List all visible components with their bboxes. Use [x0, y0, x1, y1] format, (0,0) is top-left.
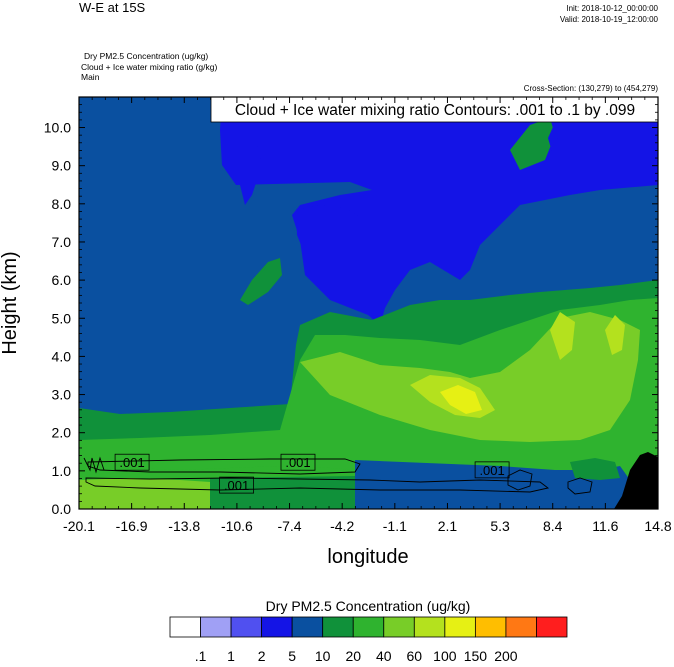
colorbar-swatch — [200, 616, 232, 638]
field-100-150-far-east — [605, 315, 625, 355]
colorbar-label: 100 — [433, 648, 457, 664]
colorbar-label: 10 — [315, 648, 331, 664]
colorbar-swatch — [505, 616, 537, 638]
init-time: Init: 2018-10-12_00:00:00 — [566, 4, 658, 13]
field-green-patch-left — [240, 258, 282, 305]
terrain — [614, 452, 658, 509]
colorbar-label: 20 — [345, 648, 361, 664]
colorbar-swatch — [261, 616, 293, 638]
y-axis: 0.0 1.0 2.0 3.0 4.0 5.0 6.0 7.0 8.0 9.0 10.0 — [44, 96, 658, 517]
contour-west-squiggle — [83, 456, 105, 474]
contour-far-east-cell — [567, 477, 593, 495]
concentration-field — [79, 97, 658, 509]
y-tick-label: 3.0 — [52, 387, 72, 403]
field-surface-darkgreen — [210, 476, 355, 509]
contour-label-box — [219, 476, 255, 494]
colorbar-label: 200 — [494, 648, 518, 664]
colorbar-labels: .1 1 2 5 10 20 40 60 100 150 200 — [195, 648, 518, 664]
contour-info: Cloud + Ice water mixing ratio Contours:… — [235, 102, 635, 119]
contour-label-box — [280, 453, 316, 471]
y-tick-label: 0.0 — [52, 501, 72, 517]
field-surface-blue — [355, 460, 630, 509]
colorbar-label: 60 — [407, 648, 423, 664]
colorbar-swatch — [444, 616, 476, 638]
contour-labels: .001 .001 .001 .001 — [114, 453, 510, 494]
field-100-150-east — [550, 312, 575, 360]
colorbar-label: 5 — [288, 648, 296, 664]
colorbar-label: 40 — [376, 648, 392, 664]
x-tick-label: -1.1 — [383, 518, 407, 534]
y-tick-label: 10.0 — [44, 120, 71, 136]
colorbar-title: Dry PM2.5 Concentration (ug/kg) — [266, 598, 471, 614]
x-tick-label: -10.6 — [221, 518, 253, 534]
field-surface-east-green — [570, 458, 620, 480]
x-tick-label: 14.8 — [644, 518, 671, 534]
colorbar-label: 1 — [227, 648, 235, 664]
contour-label-box — [114, 453, 150, 471]
field-blue-patch-center — [296, 205, 362, 290]
colorbar-swatch — [413, 616, 446, 638]
contour-label: .001 — [224, 478, 249, 493]
x-tick-label: -4.2 — [330, 518, 354, 534]
contour-label: .001 — [119, 455, 144, 470]
contour-east-cell — [507, 469, 533, 491]
x-tick-label: 11.6 — [592, 518, 618, 534]
cross-section-label: Cross-Section: (130,279) to (454,279) — [524, 84, 659, 93]
x-tick-label: 8.4 — [543, 518, 563, 534]
y-tick-label: 1.0 — [52, 463, 72, 479]
colorbar-swatch — [169, 616, 201, 638]
colorbar-label: 2 — [258, 648, 266, 664]
field-blue-patch-east — [548, 127, 558, 152]
x-axis: -20.1 -16.9 -13.8 -10.6 -7.4 -4.2 -1.1 2.1 5.3 8.… — [63, 97, 672, 534]
contour-label: .001 — [479, 463, 504, 478]
y-tick-label: 7.0 — [52, 234, 72, 250]
plot-title: W-E at 15S — [79, 0, 146, 15]
valid-time: Valid: 2018-10-19_12:00:00 — [560, 15, 659, 24]
y-axis-label: Height (km) — [0, 251, 21, 354]
x-tick-label: -13.8 — [168, 518, 200, 534]
x-tick-label: -7.4 — [277, 518, 301, 534]
colorbar-swatch — [230, 616, 263, 638]
x-axis-label: longitude — [327, 546, 408, 568]
colorbar-swatch — [352, 616, 385, 638]
field-cloud-label: Cloud + Ice water mixing ratio (g/kg) — [81, 62, 217, 72]
field-blue-patch-left — [238, 97, 262, 205]
contour-upper-loop — [87, 458, 361, 475]
field-surface-lightgreen — [79, 478, 210, 509]
y-tick-label: 8.0 — [52, 196, 72, 212]
colorbar-label: .1 — [195, 648, 207, 664]
x-tick-label: 2.1 — [438, 518, 458, 534]
colorbar-swatch — [536, 616, 568, 638]
field-main-label: Main — [81, 72, 100, 82]
colorbar-swatch — [291, 616, 324, 638]
y-tick-label: 4.0 — [52, 348, 72, 364]
contour-lower-loop — [85, 477, 550, 493]
cloud-contours — [83, 456, 593, 495]
colorbar-swatch — [322, 616, 354, 638]
contour-info-box — [210, 96, 659, 123]
y-tick-label: 2.0 — [52, 425, 72, 441]
colorbar-label: 150 — [464, 648, 488, 664]
contour-label-box — [474, 461, 510, 479]
x-tick-label: -20.1 — [63, 518, 95, 534]
x-tick-label: 5.3 — [490, 518, 510, 534]
colorbar-swatch — [474, 616, 507, 638]
y-tick-label: 5.0 — [52, 310, 72, 326]
colorbar-swatch — [383, 616, 415, 638]
contour-label: .001 — [285, 455, 310, 470]
y-tick-label: 9.0 — [52, 158, 72, 174]
field-green-patch-right — [510, 118, 555, 170]
field-pm25-label: Dry PM2.5 Concentration (ug/kg) — [84, 51, 208, 61]
x-tick-label: -16.9 — [116, 518, 148, 534]
y-tick-label: 6.0 — [52, 272, 72, 288]
colorbar — [169, 616, 568, 638]
field-150-200-band — [440, 385, 482, 414]
